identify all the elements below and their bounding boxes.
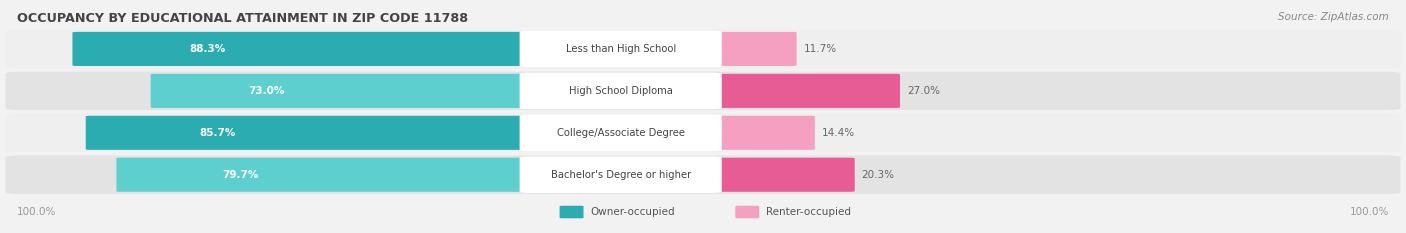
Text: Source: ZipAtlas.com: Source: ZipAtlas.com [1278,12,1389,22]
FancyBboxPatch shape [520,157,721,193]
FancyBboxPatch shape [6,156,1400,194]
FancyBboxPatch shape [86,116,533,150]
FancyBboxPatch shape [520,115,721,151]
Text: 100.0%: 100.0% [1350,207,1389,217]
Text: 79.7%: 79.7% [222,170,259,180]
Text: Renter-occupied: Renter-occupied [766,207,851,217]
Text: Bachelor's Degree or higher: Bachelor's Degree or higher [551,170,690,180]
Text: College/Associate Degree: College/Associate Degree [557,128,685,138]
FancyBboxPatch shape [709,74,900,108]
FancyBboxPatch shape [709,158,855,192]
FancyBboxPatch shape [520,31,721,67]
FancyBboxPatch shape [117,158,533,192]
FancyBboxPatch shape [709,116,815,150]
Text: Owner-occupied: Owner-occupied [591,207,675,217]
FancyBboxPatch shape [6,30,1400,68]
FancyBboxPatch shape [150,74,533,108]
FancyBboxPatch shape [520,73,721,109]
Text: OCCUPANCY BY EDUCATIONAL ATTAINMENT IN ZIP CODE 11788: OCCUPANCY BY EDUCATIONAL ATTAINMENT IN Z… [17,12,468,25]
Text: Less than High School: Less than High School [565,44,676,54]
Text: 27.0%: 27.0% [907,86,941,96]
Text: 85.7%: 85.7% [200,128,236,138]
FancyBboxPatch shape [6,114,1400,152]
Text: 100.0%: 100.0% [17,207,56,217]
Text: 88.3%: 88.3% [190,44,226,54]
FancyBboxPatch shape [560,206,583,218]
Text: 73.0%: 73.0% [249,86,284,96]
FancyBboxPatch shape [6,72,1400,110]
FancyBboxPatch shape [735,206,759,218]
Text: 11.7%: 11.7% [804,44,837,54]
FancyBboxPatch shape [709,32,797,66]
Text: High School Diploma: High School Diploma [569,86,672,96]
Text: 20.3%: 20.3% [862,170,894,180]
FancyBboxPatch shape [73,32,533,66]
Text: 14.4%: 14.4% [823,128,855,138]
